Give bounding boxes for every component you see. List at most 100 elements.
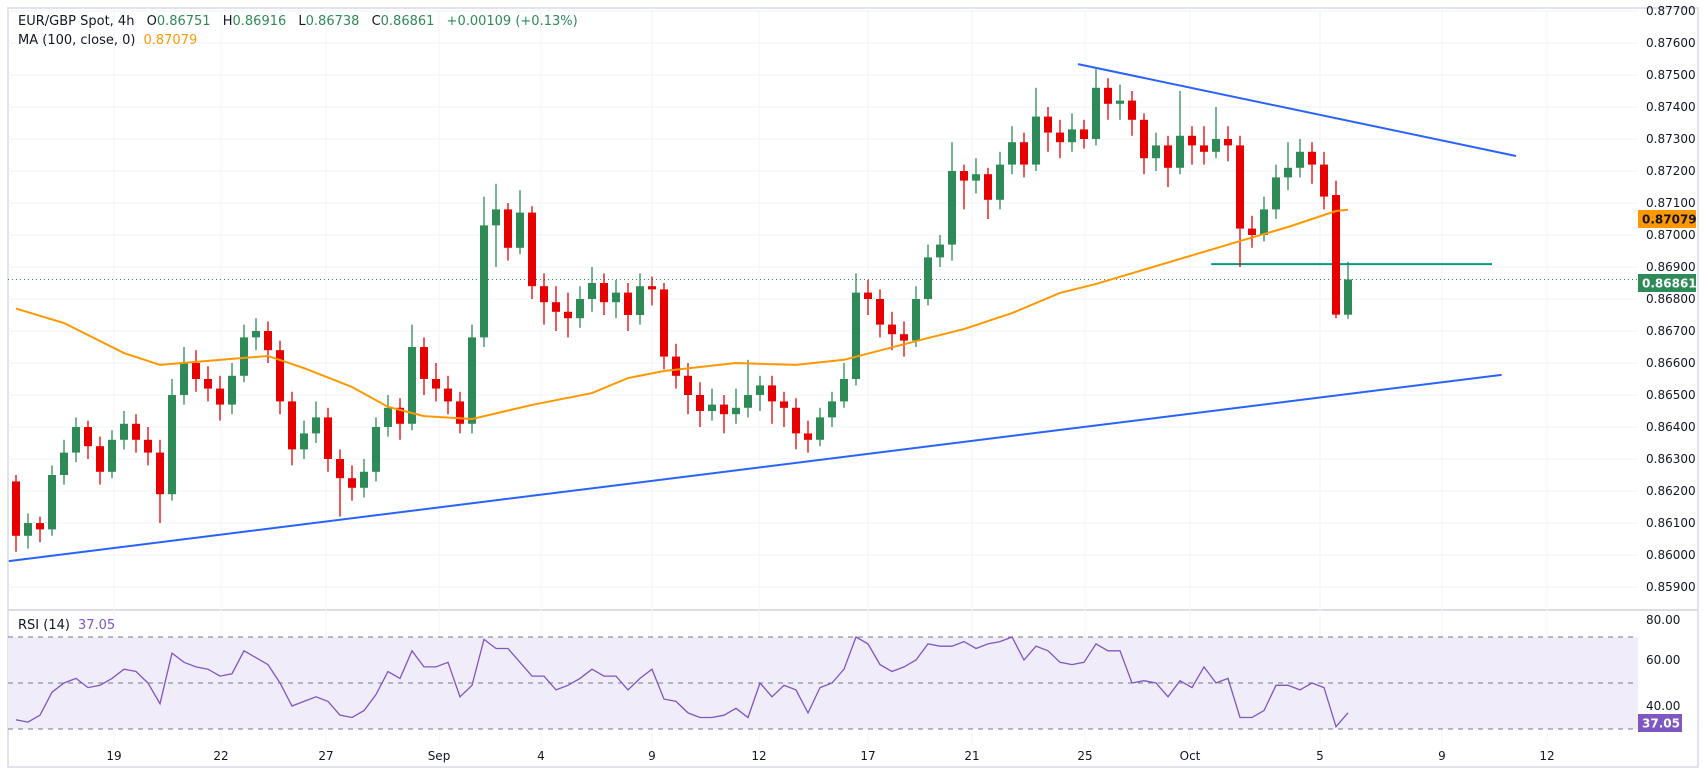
close-value: 0.86861 xyxy=(380,14,435,29)
price-tick-label: 0.87400 xyxy=(1646,100,1696,114)
price-tick-label: 0.86200 xyxy=(1646,484,1696,498)
time-tick-label: 12 xyxy=(1539,749,1554,763)
low-value: 0.86738 xyxy=(305,14,360,29)
high-value: 0.86916 xyxy=(232,14,287,29)
price-tick-label: 0.87100 xyxy=(1646,196,1696,210)
time-tick-label: 17 xyxy=(860,749,875,763)
time-tick-label: 9 xyxy=(1438,749,1446,763)
ma-label[interactable]: MA (100, close, 0) xyxy=(18,33,136,48)
candle-body xyxy=(192,363,200,379)
time-tick-label: 12 xyxy=(751,749,766,763)
candle-body xyxy=(804,433,812,440)
candle-body xyxy=(24,523,32,536)
candle-body xyxy=(732,407,740,415)
candle-body xyxy=(168,395,176,495)
candle-body xyxy=(276,350,284,402)
candle-body xyxy=(108,439,116,472)
ma-price-label-box xyxy=(1638,210,1696,228)
candle-body xyxy=(1344,279,1352,315)
candle-body xyxy=(576,299,584,319)
candle-body xyxy=(1116,100,1124,104)
candle-body xyxy=(1044,116,1052,133)
candle-body xyxy=(996,164,1004,200)
candle-body xyxy=(492,209,500,226)
candle-body xyxy=(1056,132,1064,143)
candle-body xyxy=(852,292,860,379)
candles xyxy=(12,68,1352,552)
candle-body xyxy=(528,212,536,287)
chart-frame xyxy=(7,7,1699,768)
candle-body xyxy=(384,407,392,427)
rsi-last-label: 37.05 xyxy=(1642,717,1680,731)
price-tick-label: 0.86900 xyxy=(1646,260,1696,274)
candle-body xyxy=(144,439,152,453)
candle-body xyxy=(1308,151,1316,165)
price-tick-label: 0.87200 xyxy=(1646,164,1696,178)
candle-body xyxy=(180,363,188,395)
time-tick-label: 21 xyxy=(964,749,979,763)
candle-body xyxy=(360,471,368,488)
candle-body xyxy=(1068,129,1076,143)
candle-body xyxy=(540,286,548,303)
candle-body xyxy=(1212,139,1220,152)
candle-body xyxy=(828,401,836,418)
candle-body xyxy=(756,385,764,395)
candle-body xyxy=(1224,139,1232,146)
candle-body xyxy=(672,356,680,376)
candle-body xyxy=(312,417,320,434)
time-tick-label: 5 xyxy=(1316,749,1324,763)
candle-body xyxy=(228,375,236,405)
candle-body xyxy=(1248,228,1256,235)
time-tick-label: 27 xyxy=(318,749,333,763)
candle-body xyxy=(924,257,932,299)
candle-body xyxy=(1200,145,1208,152)
candle-body xyxy=(696,395,704,411)
candle-body xyxy=(72,427,80,453)
overlays xyxy=(15,208,1349,729)
open-value: 0.86751 xyxy=(156,14,211,29)
candle-body xyxy=(1284,167,1292,178)
rsi-label[interactable]: RSI (14) xyxy=(18,618,70,633)
candle-body xyxy=(132,423,140,440)
candle-body xyxy=(252,331,260,338)
candle-body xyxy=(1296,151,1304,168)
low-label: L xyxy=(298,14,306,29)
symbol-title[interactable]: EUR/GBP Spot, 4h xyxy=(18,14,135,29)
time-tick-label: 9 xyxy=(648,749,656,763)
candle-body xyxy=(1320,164,1328,197)
candle-body xyxy=(960,171,968,181)
candle-body xyxy=(660,289,668,357)
candle-body xyxy=(1272,177,1280,210)
candle-body xyxy=(288,401,296,450)
time-tick-label: Oct xyxy=(1180,749,1201,763)
ma-line xyxy=(15,208,1349,421)
candle-body xyxy=(636,286,644,315)
candle-body xyxy=(768,385,776,402)
candle-body xyxy=(516,212,524,248)
last-price-label-box xyxy=(1638,274,1696,292)
candle-body xyxy=(624,292,632,315)
time-tick-label: Sep xyxy=(428,749,451,763)
candle-body xyxy=(48,475,56,530)
candle-body xyxy=(216,388,224,405)
candle-body xyxy=(396,407,404,424)
candle-body xyxy=(1236,145,1244,229)
high-label: H xyxy=(222,14,233,29)
candle-body xyxy=(1176,135,1184,168)
candle-body xyxy=(936,244,944,258)
candle-body xyxy=(900,334,908,341)
candle-body xyxy=(972,174,980,181)
rsi-legend: RSI (14) 37.05 xyxy=(18,618,123,633)
price-tick-label: 0.86600 xyxy=(1646,356,1696,370)
time-tick-label: 22 xyxy=(213,749,228,763)
time-tick-label: 19 xyxy=(106,749,121,763)
axes: 0.87700 0.87600 0.87500 0.87400 0.87300 0.872… xyxy=(106,4,1696,763)
candle-body xyxy=(408,347,416,424)
candle-body xyxy=(888,324,896,335)
candle-body xyxy=(324,417,332,459)
candle-body xyxy=(456,401,464,424)
candle-body xyxy=(1008,142,1016,165)
candle-body xyxy=(1080,129,1088,139)
candle-body xyxy=(588,283,596,299)
